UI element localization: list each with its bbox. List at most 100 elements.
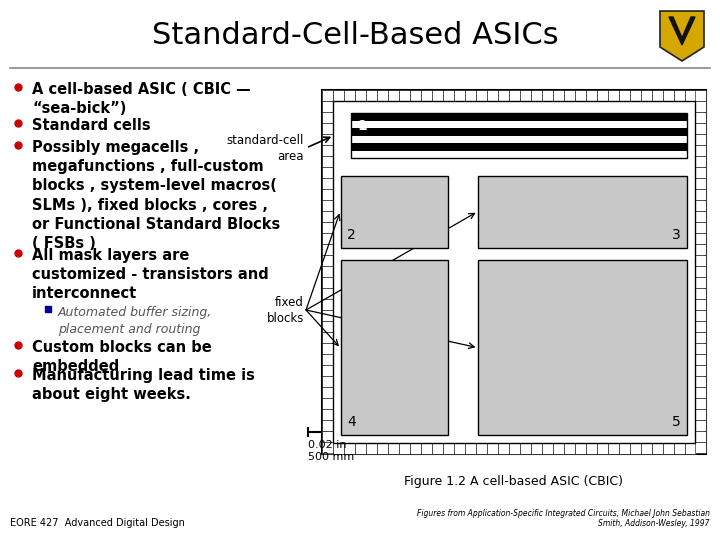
Bar — [465, 90, 476, 101]
Bar — [322, 101, 333, 112]
Bar — [685, 90, 696, 101]
Bar — [695, 200, 706, 211]
Bar — [695, 332, 706, 343]
Bar — [695, 409, 706, 420]
Bar — [695, 244, 706, 255]
Bar — [322, 310, 333, 321]
Bar — [351, 128, 687, 136]
Bar — [322, 211, 333, 222]
Bar — [663, 443, 674, 454]
Bar — [322, 354, 333, 365]
Bar — [695, 134, 706, 145]
Bar — [586, 90, 597, 101]
Bar — [341, 176, 448, 248]
Text: A cell-based ASIC ( CBIC —
“sea-bick”): A cell-based ASIC ( CBIC — “sea-bick”) — [32, 82, 251, 116]
Text: Automated buffer sizing,
placement and routing: Automated buffer sizing, placement and r… — [58, 306, 212, 335]
Bar — [630, 443, 641, 454]
Bar — [322, 387, 333, 398]
Bar — [695, 178, 706, 189]
Bar — [695, 431, 706, 442]
Bar — [322, 442, 333, 453]
Bar — [498, 443, 509, 454]
Text: 0.02 in
500 mm: 0.02 in 500 mm — [308, 440, 354, 462]
Bar — [695, 387, 706, 398]
Bar — [322, 134, 333, 145]
Text: Standard-Cell-Based ASICs: Standard-Cell-Based ASICs — [152, 21, 558, 50]
Bar — [487, 443, 498, 454]
Bar — [695, 189, 706, 200]
Bar — [695, 376, 706, 387]
Bar — [695, 277, 706, 288]
Bar — [333, 443, 344, 454]
Bar — [478, 260, 687, 435]
Bar — [351, 113, 687, 120]
Bar — [695, 90, 706, 101]
Bar — [322, 299, 333, 310]
Bar — [410, 443, 421, 454]
Bar — [695, 167, 706, 178]
Bar — [695, 398, 706, 409]
Bar — [322, 321, 333, 332]
Bar — [322, 398, 333, 409]
Bar — [465, 443, 476, 454]
Bar — [344, 443, 355, 454]
Bar — [695, 255, 706, 266]
Bar — [531, 90, 542, 101]
Bar — [366, 90, 377, 101]
Bar — [674, 443, 685, 454]
Bar — [520, 443, 531, 454]
Bar — [695, 145, 706, 156]
Bar — [454, 443, 465, 454]
Bar — [322, 431, 333, 442]
Bar — [322, 90, 333, 101]
Bar — [351, 120, 687, 128]
Bar — [322, 255, 333, 266]
Bar — [695, 321, 706, 332]
Bar — [564, 443, 575, 454]
Bar — [619, 443, 630, 454]
Bar — [498, 90, 509, 101]
Text: Possibly megacells ,
megafunctions , full-custom
blocks , system-level macros(
S: Possibly megacells , megafunctions , ful… — [32, 140, 280, 251]
Bar — [695, 299, 706, 310]
Bar — [322, 288, 333, 299]
Bar — [333, 90, 344, 101]
Bar — [695, 112, 706, 123]
Bar — [322, 443, 333, 454]
Bar — [695, 310, 706, 321]
Bar — [652, 90, 663, 101]
Bar — [322, 123, 333, 134]
Bar — [695, 233, 706, 244]
Bar — [487, 90, 498, 101]
Text: Figures from Application-Specific Integrated Circuits, Michael John Sebastian
Sm: Figures from Application-Specific Integr… — [417, 509, 710, 528]
Bar — [322, 365, 333, 376]
Bar — [641, 443, 652, 454]
Bar — [608, 443, 619, 454]
Bar — [351, 113, 687, 158]
Bar — [322, 233, 333, 244]
Bar — [695, 365, 706, 376]
Bar — [619, 90, 630, 101]
Bar — [322, 376, 333, 387]
Bar — [443, 443, 454, 454]
Polygon shape — [669, 17, 695, 45]
Bar — [377, 443, 388, 454]
Bar — [432, 443, 443, 454]
Bar — [695, 222, 706, 233]
Bar — [575, 443, 586, 454]
Bar — [341, 260, 448, 435]
Bar — [432, 90, 443, 101]
Bar — [695, 354, 706, 365]
Bar — [322, 332, 333, 343]
Bar — [695, 101, 706, 112]
Bar — [388, 443, 399, 454]
Bar — [542, 443, 553, 454]
Text: All mask layers are
customized - transistors and
interconnect: All mask layers are customized - transis… — [32, 248, 269, 301]
Polygon shape — [660, 11, 704, 61]
Bar — [322, 145, 333, 156]
Text: Manufacturing lead time is
about eight weeks.: Manufacturing lead time is about eight w… — [32, 368, 255, 402]
Text: Standard cells: Standard cells — [32, 118, 150, 133]
Bar — [478, 176, 687, 248]
Bar — [322, 167, 333, 178]
Bar — [695, 211, 706, 222]
Bar — [695, 266, 706, 277]
